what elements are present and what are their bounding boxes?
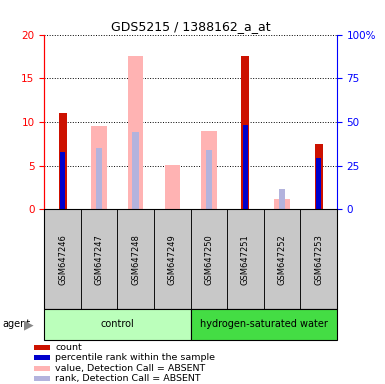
Text: GSM647249: GSM647249 [168, 234, 177, 285]
Bar [241, 56, 249, 209]
Bar [34, 376, 50, 381]
Bar [34, 366, 50, 371]
Text: GSM647251: GSM647251 [241, 234, 250, 285]
Bar [165, 165, 180, 209]
Bar [279, 189, 285, 209]
Text: count: count [55, 343, 82, 351]
Text: GSM647248: GSM647248 [131, 234, 140, 285]
Text: rank, Detection Call = ABSENT: rank, Detection Call = ABSENT [55, 374, 201, 383]
Bar [264, 209, 300, 309]
Bar [60, 152, 65, 209]
Text: GSM647250: GSM647250 [204, 234, 213, 285]
Text: value, Detection Call = ABSENT: value, Detection Call = ABSENT [55, 364, 205, 372]
Bar [92, 126, 107, 209]
Text: hydrogen-saturated water: hydrogen-saturated water [200, 319, 328, 329]
Bar [191, 309, 337, 340]
Text: GSM647253: GSM647253 [314, 234, 323, 285]
Bar [201, 131, 216, 209]
Bar [191, 209, 227, 309]
Bar [44, 309, 191, 340]
Bar [206, 150, 212, 209]
Bar [81, 209, 117, 309]
Bar [243, 124, 248, 209]
Text: GSM647246: GSM647246 [58, 234, 67, 285]
Text: ▶: ▶ [24, 318, 34, 331]
Bar [34, 344, 50, 349]
Bar [44, 209, 81, 309]
Bar [275, 199, 290, 209]
Bar [132, 132, 139, 209]
Text: GSM647247: GSM647247 [95, 234, 104, 285]
Text: GSM647252: GSM647252 [278, 234, 286, 285]
Bar [96, 148, 102, 209]
Bar [300, 209, 337, 309]
Bar [315, 144, 323, 209]
Bar [227, 209, 264, 309]
Bar [316, 158, 321, 209]
Text: agent: agent [2, 319, 30, 329]
Bar [154, 209, 191, 309]
Bar [128, 56, 143, 209]
Text: percentile rank within the sample: percentile rank within the sample [55, 353, 215, 362]
Title: GDS5215 / 1388162_a_at: GDS5215 / 1388162_a_at [111, 20, 270, 33]
Text: control: control [100, 319, 134, 329]
Bar [34, 355, 50, 360]
Bar [59, 113, 67, 209]
Bar [117, 209, 154, 309]
